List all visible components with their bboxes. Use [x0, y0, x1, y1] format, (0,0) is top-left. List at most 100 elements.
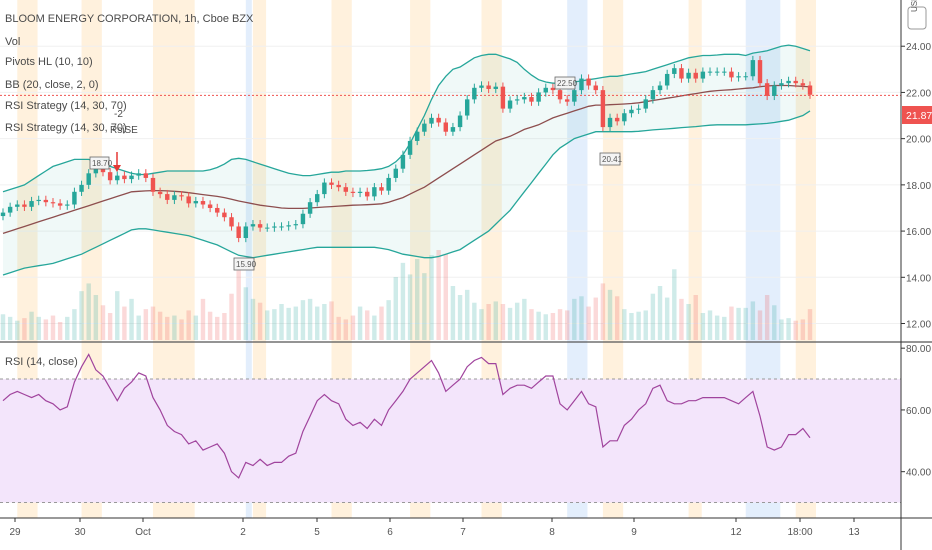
candle-body	[407, 140, 413, 155]
candle	[193, 196, 199, 208]
volume-bar	[450, 286, 456, 340]
time-tick-label: 8	[549, 527, 555, 538]
volume-bar	[0, 314, 6, 340]
candle	[479, 81, 484, 92]
candle-body	[357, 191, 363, 193]
candle-body	[236, 226, 241, 239]
rsi-pane[interactable]	[0, 353, 901, 504]
candle	[179, 191, 184, 201]
price-axis[interactable]: 12.00 14.00 16.00 18.00 20.00 22.00 24.00	[901, 42, 931, 331]
rsi-short-label: RsiSE	[110, 125, 138, 136]
candle-body	[564, 99, 570, 102]
candle-body	[722, 71, 727, 73]
candle	[643, 95, 648, 113]
candle-body	[72, 191, 77, 205]
chart-title[interactable]: BLOOM ENERGY CORPORATION, 1h, Cboe BZX	[5, 13, 254, 25]
volume-bar	[650, 293, 656, 340]
candle-body	[43, 199, 49, 203]
svg-text:15.90: 15.90	[236, 260, 257, 269]
candle	[143, 169, 149, 183]
volume-bar	[636, 311, 641, 340]
candle	[543, 83, 548, 97]
price-tick-label: 14.00	[906, 273, 931, 284]
volume-bar	[664, 297, 670, 340]
candle	[307, 198, 313, 218]
study-pivots[interactable]: Pivots HL (10, 10)	[5, 56, 93, 68]
rsi-axis[interactable]: 40.00 60.00 80.00	[901, 344, 931, 479]
rsi-label[interactable]: RSI (14, close)	[5, 356, 78, 368]
candle	[793, 76, 798, 88]
candle	[586, 74, 591, 90]
study-rsi-strategy[interactable]: RSI Strategy (14, 30, 70)	[5, 100, 127, 112]
candle-body	[729, 71, 734, 78]
candle	[165, 189, 170, 205]
volume-bar	[36, 316, 41, 340]
study-vol[interactable]: Vol	[5, 36, 20, 48]
volume-bar	[29, 311, 34, 340]
volume-bar	[593, 297, 598, 340]
candle	[679, 64, 684, 83]
candle	[514, 95, 520, 105]
volume-bar	[22, 318, 27, 340]
candle	[650, 85, 656, 104]
candle-body	[550, 87, 556, 91]
study-rsi-strategy[interactable]: RSI Strategy (14, 30, 70)	[5, 122, 127, 134]
candle-body	[222, 212, 227, 218]
volume-bar	[772, 305, 777, 340]
volume-bar	[165, 316, 170, 340]
candle	[636, 104, 641, 114]
candle-body	[650, 90, 656, 100]
candle	[486, 81, 491, 94]
candle	[7, 202, 13, 217]
legend: BLOOM ENERGY CORPORATION, 1h, Cboe BZX V…	[5, 13, 254, 134]
candle	[714, 67, 720, 76]
candle-body	[536, 92, 541, 102]
candle-body	[457, 115, 463, 128]
candle-body	[350, 191, 356, 193]
volume-bar	[657, 286, 663, 340]
candle-body	[807, 85, 813, 95]
candle	[157, 187, 163, 199]
bb-basis-line	[2, 84, 811, 235]
volume-bar	[72, 309, 77, 340]
candle	[86, 169, 91, 190]
currency-button[interactable]: USD	[907, 0, 927, 30]
volume-bar	[315, 306, 320, 340]
candle	[365, 187, 370, 201]
candle	[36, 195, 41, 206]
candle	[293, 219, 299, 230]
volume-bar	[793, 320, 798, 340]
candle-body	[336, 184, 341, 188]
svg-text:USD: USD	[910, 0, 919, 12]
volume-bar	[300, 300, 306, 340]
candle	[207, 200, 213, 213]
time-tick-label: 6	[387, 527, 393, 538]
candle-body	[750, 60, 756, 77]
volume-bar	[100, 305, 106, 340]
candle	[215, 203, 220, 217]
volume-bar	[265, 310, 270, 340]
study-bb[interactable]: BB (20, close, 2, 0)	[5, 79, 99, 91]
volume-bar	[572, 298, 577, 340]
candle	[464, 95, 470, 120]
price-tick-label: 24.00	[906, 42, 931, 53]
candle	[172, 191, 177, 205]
candle	[436, 113, 441, 127]
price-pane[interactable]	[0, 44, 901, 340]
volume-bar	[79, 291, 84, 340]
volume-bar	[550, 313, 556, 340]
volume-bar	[757, 310, 763, 340]
candle-body	[86, 173, 91, 185]
volume-bar	[522, 298, 527, 340]
volume-bar	[336, 316, 341, 340]
candle	[593, 81, 598, 95]
rsi-line	[2, 353, 811, 479]
time-axis[interactable]: 29 30 Oct 2 5 6 7 8 9 12 18:00 13	[9, 518, 860, 538]
candle	[186, 192, 191, 208]
candle	[550, 83, 556, 95]
volume-bar	[129, 298, 134, 340]
volume-bar	[172, 315, 177, 340]
volume-bar	[343, 319, 349, 340]
time-tick-label: Oct	[135, 527, 151, 538]
